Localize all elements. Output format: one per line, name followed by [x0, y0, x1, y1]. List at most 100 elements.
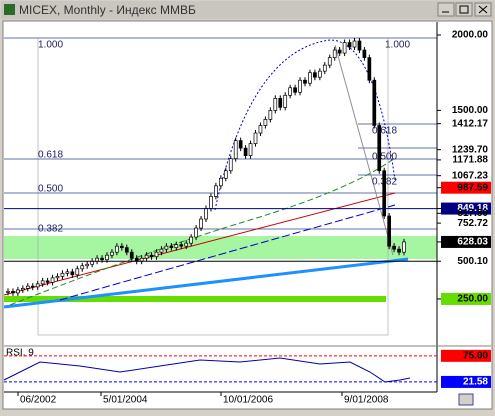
price-label: 1500.00: [452, 105, 489, 116]
candle: [149, 254, 154, 258]
trend-line: [3, 192, 396, 296]
candle: [377, 125, 382, 172]
fib-label: 1.000: [385, 40, 410, 51]
candle: [308, 72, 312, 84]
candle: [367, 57, 372, 81]
moving-average: [9, 157, 396, 306]
candle: [318, 70, 322, 78]
candle: [21, 288, 25, 291]
candle: [30, 285, 35, 288]
candle: [110, 251, 114, 256]
support-zone: [4, 236, 437, 259]
price-label: 1171.88: [452, 155, 488, 166]
candle: [50, 277, 55, 283]
candle: [357, 40, 362, 51]
close-icon: [478, 5, 488, 14]
price-label: 752.72: [457, 218, 488, 229]
candle: [75, 268, 80, 276]
candle: [313, 72, 317, 78]
rsi-title: RSI, 9: [6, 348, 34, 359]
candle: [164, 245, 169, 250]
candle: [298, 79, 302, 93]
fib-label: 0.618: [372, 126, 397, 137]
rsi-label: 75.00: [463, 350, 488, 361]
price-label: 250.00: [457, 294, 488, 305]
candle: [184, 242, 189, 247]
candle: [80, 265, 85, 270]
scroll-button[interactable]: [458, 393, 474, 406]
price-label: 500.10: [457, 256, 488, 267]
candle: [228, 158, 233, 172]
candle: [124, 247, 129, 253]
candle: [397, 248, 401, 253]
candle: [100, 257, 104, 261]
maximize-button[interactable]: [455, 2, 473, 17]
candle: [60, 272, 65, 277]
candle: [119, 245, 124, 249]
candle: [238, 140, 243, 149]
moving-average: [214, 39, 396, 211]
minimize-button[interactable]: [437, 2, 455, 17]
price-label-bg: [441, 235, 491, 248]
window-title: MICEX, Monthly - Индекс ММВБ: [19, 3, 196, 17]
candle: [159, 248, 164, 253]
candle: [35, 283, 40, 288]
candle: [382, 170, 387, 217]
candle: [169, 245, 174, 249]
candle: [233, 140, 238, 160]
candle: [327, 57, 332, 66]
window-buttons: [437, 2, 492, 17]
candle: [194, 227, 198, 238]
chart-area: [2, 20, 493, 410]
candle: [362, 49, 367, 58]
candle: [342, 42, 347, 54]
candle: [402, 241, 406, 253]
rsi-line: [3, 357, 411, 383]
fib-label: 0.500: [372, 152, 397, 163]
candle: [337, 49, 342, 54]
candle: [144, 254, 149, 259]
candle: [11, 291, 15, 294]
fib-label: 0.618: [38, 150, 63, 161]
candle: [40, 280, 45, 285]
price-label: 987.59: [457, 182, 488, 193]
candle: [347, 42, 352, 48]
fib-label: 0.382: [38, 224, 63, 235]
price-label: 2000.00: [452, 30, 489, 41]
rsi-pane: RSI, 9: [3, 348, 437, 383]
candle: [85, 263, 90, 267]
price-label: 1067.23: [452, 170, 489, 181]
candle: [45, 280, 50, 283]
candle: [214, 185, 218, 197]
candle: [303, 79, 307, 84]
candle: [278, 97, 283, 108]
candle: [288, 87, 292, 96]
time-axis: 06/2002 5/01/2004 10/01/2006 9/01/2008: [17, 392, 389, 406]
price-label: 628.03: [457, 237, 488, 248]
price-label: 849.18: [457, 203, 488, 214]
candle: [209, 196, 213, 209]
candle: [223, 170, 228, 179]
trend-line: [3, 257, 409, 309]
candle: [174, 244, 179, 249]
date-label: 06/2002: [20, 395, 57, 406]
candle: [6, 291, 10, 293]
date-label: 10/01/2006: [223, 395, 273, 406]
candle: [129, 251, 134, 259]
candle: [55, 275, 60, 279]
candle: [219, 177, 223, 187]
candle: [283, 94, 288, 108]
maximize-icon: [459, 5, 469, 14]
candle: [179, 244, 184, 247]
candle: [65, 271, 70, 274]
fib-label: 0.500: [38, 184, 63, 195]
candle: [273, 97, 278, 111]
candle: [248, 143, 253, 156]
candle: [258, 125, 263, 134]
rsi-label-bg: [441, 349, 491, 362]
candle: [204, 208, 208, 220]
candle: [105, 254, 109, 261]
candle: [115, 245, 119, 253]
